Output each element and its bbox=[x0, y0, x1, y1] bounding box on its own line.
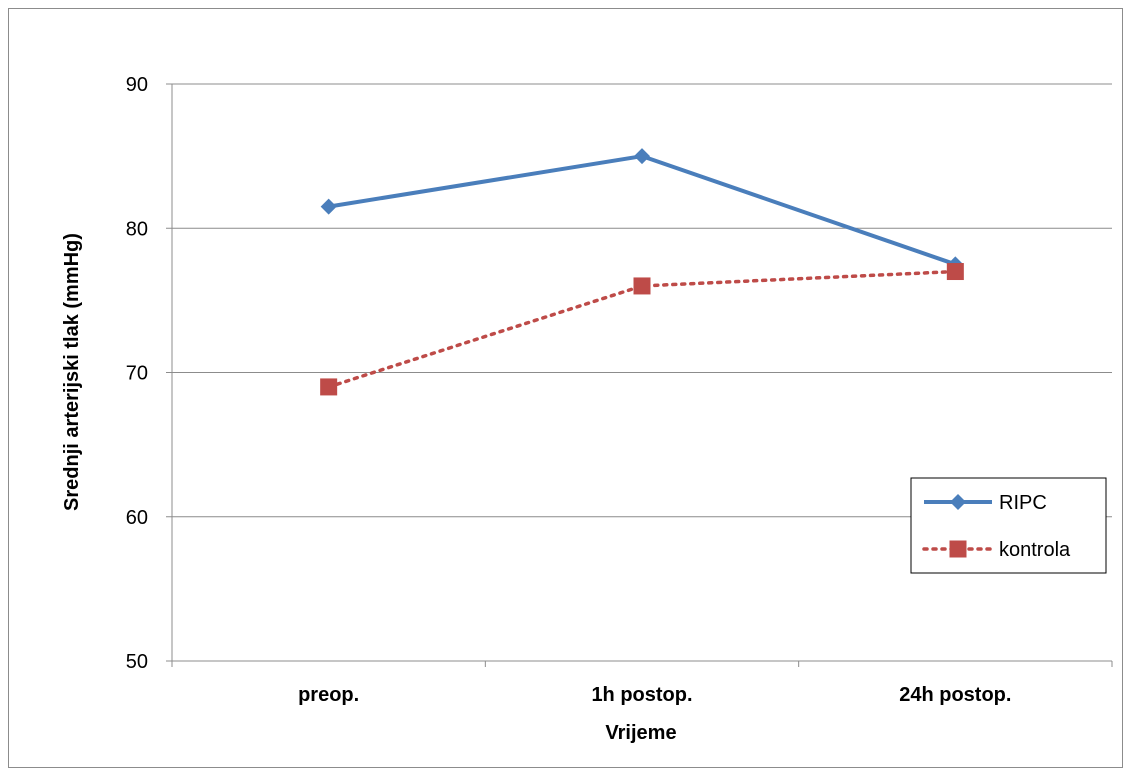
data-point bbox=[634, 148, 650, 165]
x-tick-label: 24h postop. bbox=[899, 684, 1011, 706]
series-line bbox=[328, 154, 956, 267]
y-tick-labels: 50 60 70 80 90 bbox=[126, 74, 148, 673]
data-point bbox=[320, 198, 337, 215]
x-tick-label: 1h postop. bbox=[591, 684, 692, 706]
legend: RIPC kontrola bbox=[910, 477, 1107, 574]
legend-label: kontrola bbox=[999, 539, 1071, 561]
x-axis-title: Vrijeme bbox=[605, 722, 676, 744]
series-line bbox=[326, 269, 958, 389]
series-kontrola bbox=[320, 263, 964, 396]
legend-marker bbox=[950, 494, 966, 510]
y-tick-label: 50 bbox=[126, 651, 148, 673]
legend-box bbox=[910, 477, 1107, 574]
y-tick-label: 90 bbox=[126, 74, 148, 96]
legend-item: kontrola bbox=[922, 539, 1071, 561]
x-tick-label: preop. bbox=[298, 684, 359, 706]
axes bbox=[171, 84, 1113, 667]
legend-item: RIPC bbox=[924, 492, 1047, 514]
x-tick-labels: preop. 1h postop. 24h postop. bbox=[298, 684, 1011, 706]
legend-marker bbox=[949, 540, 967, 558]
legend-label: RIPC bbox=[999, 492, 1047, 514]
y-tick-label: 60 bbox=[126, 507, 148, 529]
y-tick-label: 70 bbox=[126, 363, 148, 385]
series-group bbox=[320, 148, 964, 396]
data-point bbox=[320, 378, 338, 396]
series-RIPC bbox=[320, 148, 964, 273]
y-axis-title: Srednji arterijski tlak (mmHg) bbox=[61, 233, 83, 511]
grid-lines bbox=[166, 83, 1112, 662]
y-tick-label: 80 bbox=[126, 218, 148, 240]
data-point bbox=[633, 277, 651, 295]
data-point bbox=[946, 263, 964, 281]
